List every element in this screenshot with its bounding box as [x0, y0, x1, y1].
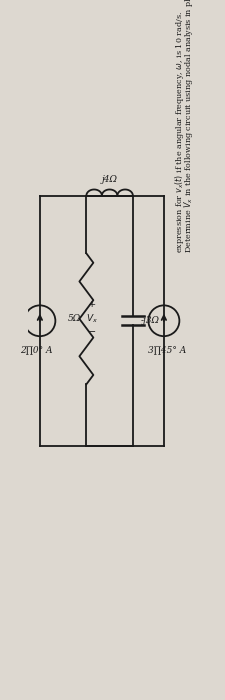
- Text: j4Ω: j4Ω: [101, 175, 117, 184]
- Text: Determine $V_x$ in the following circuit using nodal analysis in phasor format a: Determine $V_x$ in the following circuit…: [181, 0, 194, 253]
- Text: 3∏45° A: 3∏45° A: [147, 345, 185, 354]
- Text: 5Ω: 5Ω: [67, 314, 80, 323]
- Text: +: +: [87, 300, 95, 309]
- Text: −: −: [87, 328, 95, 337]
- Text: -j3Ω: -j3Ω: [140, 316, 159, 326]
- Text: expression for $v_x(t)$ if the angular frequency, $\omega$, is 10 rad/s.: expression for $v_x(t)$ if the angular f…: [172, 11, 185, 253]
- Text: 2∏0° A: 2∏0° A: [20, 345, 53, 354]
- Text: $V_x$: $V_x$: [86, 313, 97, 325]
